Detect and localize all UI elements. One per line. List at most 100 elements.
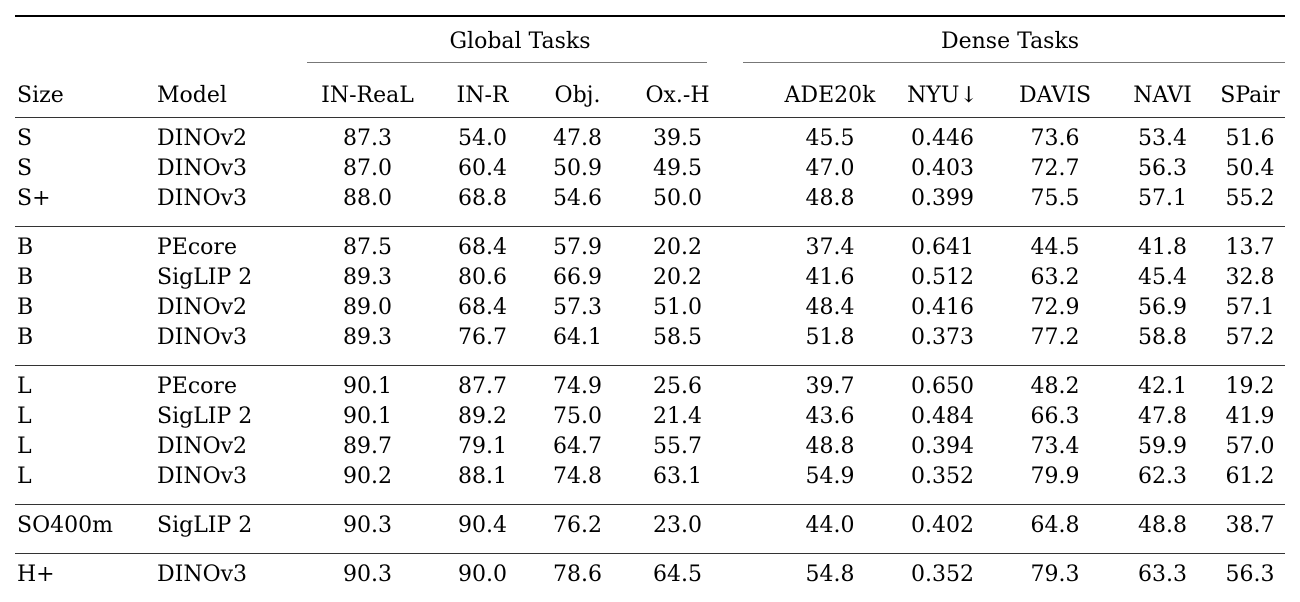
group-header-dense-label: Dense Tasks — [940, 29, 1080, 54]
value-cell: 53.4 — [1110, 117, 1216, 154]
value-cell: 0.484 — [911, 404, 974, 429]
column-header-in-r: IN-R — [430, 63, 535, 118]
value-cell: 51.8 — [805, 325, 855, 350]
value-cell: 54.0 — [430, 117, 535, 154]
group-header-row: Global Tasks Dense Tasks — [15, 16, 1286, 63]
value-cell: 63.1 — [653, 464, 702, 489]
value-cell: 19.2 — [1215, 365, 1286, 402]
value-cell: 48.8 — [805, 186, 855, 211]
table-row: B SigLIP 2 89.3 80.6 66.9 20.2 41.6 0.512 63.2 45… — [15, 263, 1285, 293]
value-cell: 0.650 — [885, 365, 1001, 402]
column-gap — [735, 365, 776, 402]
value-cell: 89.0 — [343, 295, 392, 320]
value-cell: 79.9 — [1030, 464, 1080, 489]
column-gap — [735, 154, 775, 184]
table-header: Global Tasks Dense Tasks Size Model IN-R… — [15, 16, 1286, 118]
value-cell: 58.5 — [653, 325, 702, 350]
results-table: Global Tasks Dense Tasks Size Model IN-R… — [15, 15, 1286, 602]
value-cell: 73.6 — [1000, 117, 1111, 154]
value-cell: 47.8 — [1138, 404, 1187, 429]
column-header-in-real: IN-ReaL — [305, 63, 430, 118]
value-cell: 89.3 — [343, 265, 392, 290]
value-cell: 87.7 — [430, 365, 535, 402]
size-cell: H+ — [15, 553, 155, 602]
column-header-model: Model — [155, 63, 305, 118]
value-cell: 48.8 — [1110, 504, 1216, 554]
value-cell: 44.5 — [1000, 226, 1111, 263]
value-cell: 60.4 — [458, 156, 507, 181]
value-cell: 72.9 — [1030, 295, 1080, 320]
column-gap — [735, 226, 776, 263]
size-cell: S+ — [17, 186, 51, 211]
table-group: S DINOv2 87.3 54.0 47.8 39.5 45.5 0.446 73.6 53.4… — [15, 117, 1286, 227]
column-gap — [735, 293, 775, 323]
value-cell: 0.403 — [911, 156, 974, 181]
size-cell: L — [15, 365, 155, 402]
model-cell: DINOv2 — [155, 117, 305, 154]
value-cell: 56.3 — [1138, 156, 1187, 181]
size-cell: SO400m — [15, 504, 155, 554]
value-cell: 54.6 — [553, 186, 602, 211]
value-cell: 88.1 — [458, 464, 507, 489]
value-cell: 43.6 — [805, 404, 855, 429]
table-group: H+ DINOv3 90.3 90.0 78.6 64.5 54.8 0.352 79.3 63.… — [15, 553, 1286, 602]
value-cell: 50.4 — [1225, 156, 1275, 181]
group-header-dense: Dense Tasks — [735, 16, 1286, 63]
value-cell: 0.641 — [885, 226, 1001, 263]
table-row: SO400m SigLIP 2 90.3 90.4 76.2 23.0 44.0 0.402 6… — [15, 504, 1286, 554]
value-cell: 47.0 — [805, 156, 855, 181]
value-cell: 55.7 — [653, 434, 702, 459]
value-cell: 90.3 — [305, 553, 430, 602]
value-cell: 90.3 — [305, 504, 430, 554]
table-group: L PEcore 90.1 87.7 74.9 25.6 39.7 0.650 48.2 42.1… — [15, 365, 1286, 505]
value-cell: 48.4 — [805, 295, 855, 320]
value-cell: 57.2 — [1225, 325, 1275, 350]
value-cell: 48.2 — [1000, 365, 1111, 402]
value-cell: 59.9 — [1138, 434, 1187, 459]
value-cell: 90.4 — [430, 504, 535, 554]
value-cell: 42.1 — [1110, 365, 1216, 402]
value-cell: 64.1 — [553, 325, 602, 350]
model-cell: DINOv3 — [155, 553, 305, 602]
value-cell: 87.5 — [305, 226, 430, 263]
value-cell: 51.6 — [1215, 117, 1286, 154]
value-cell: 44.0 — [775, 504, 886, 554]
value-cell: 0.402 — [885, 504, 1001, 554]
column-header-size: Size — [15, 63, 155, 118]
table-row: B DINOv2 89.0 68.4 57.3 51.0 48.4 0.416 72.9 56.9… — [15, 293, 1285, 323]
model-cell: DINOv3 — [157, 464, 248, 489]
value-cell: 25.6 — [620, 365, 736, 402]
dense-tasks-rule — [743, 62, 1286, 63]
column-header-row: Size Model IN-ReaL IN-R Obj. Ox.-H ADE20… — [15, 63, 1286, 118]
value-cell: 51.0 — [653, 295, 702, 320]
value-cell: 64.8 — [1000, 504, 1111, 554]
model-cell: DINOv2 — [157, 295, 248, 320]
group-header-spacer — [15, 16, 305, 63]
column-gap — [735, 504, 776, 554]
value-cell: 41.8 — [1110, 226, 1216, 263]
column-header-navi: NAVI — [1110, 63, 1216, 118]
value-cell: 74.8 — [553, 464, 602, 489]
value-cell: 68.4 — [458, 295, 507, 320]
value-cell: 39.7 — [775, 365, 886, 402]
column-gap — [735, 117, 776, 154]
value-cell: 41.9 — [1225, 404, 1275, 429]
value-cell: 0.352 — [911, 464, 974, 489]
size-cell: B — [17, 295, 34, 320]
table-group: SO400m SigLIP 2 90.3 90.4 76.2 23.0 44.0 0.402 6… — [15, 504, 1286, 554]
value-cell: 57.9 — [535, 226, 620, 263]
value-cell: 89.7 — [343, 434, 392, 459]
value-cell: 50.0 — [653, 186, 702, 211]
value-cell: 57.0 — [1225, 434, 1275, 459]
model-cell: DINOv3 — [157, 325, 248, 350]
value-cell: 76.7 — [458, 325, 507, 350]
table-row: S DINOv2 87.3 54.0 47.8 39.5 45.5 0.446 73.6 53.4… — [15, 117, 1286, 154]
value-cell: 64.7 — [553, 434, 602, 459]
table-row: B DINOv3 89.3 76.7 64.1 58.5 51.8 0.373 77.2 58.8… — [15, 323, 1285, 366]
value-cell: 63.2 — [1030, 265, 1080, 290]
value-cell: 66.3 — [1030, 404, 1080, 429]
model-cell: SigLIP 2 — [157, 265, 253, 290]
column-header-ade20k: ADE20k — [775, 63, 886, 118]
value-cell: 54.8 — [775, 553, 886, 602]
model-cell: DINOv3 — [157, 186, 248, 211]
